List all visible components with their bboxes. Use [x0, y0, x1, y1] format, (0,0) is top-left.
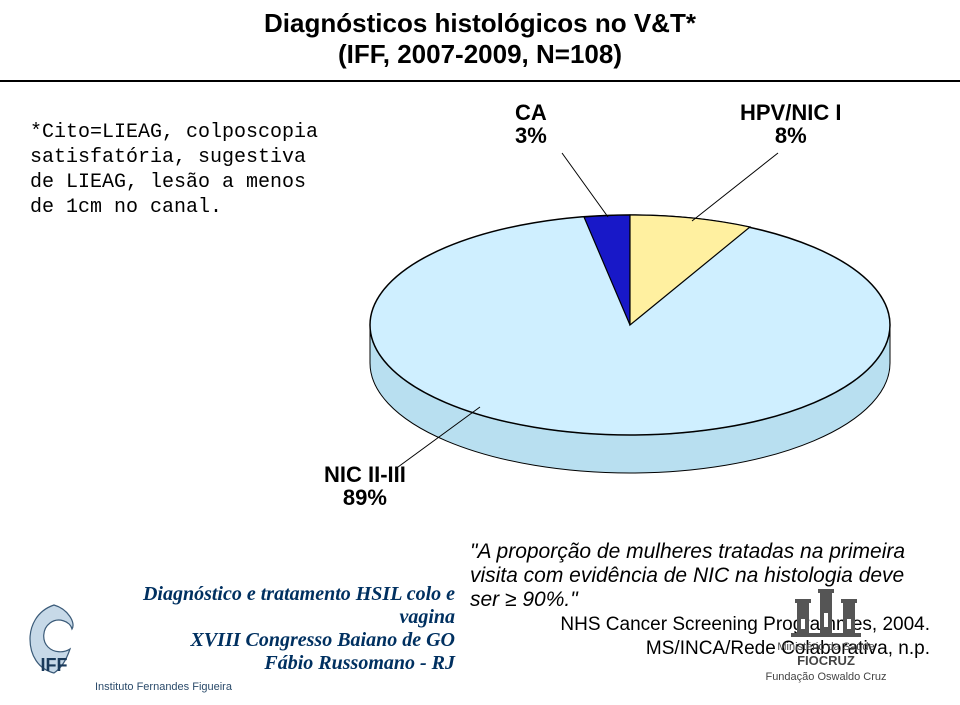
leader-line-ca [562, 153, 608, 217]
pie-label-nic23: NIC II-III 89% [324, 463, 406, 509]
pie-label-nic23-name: NIC II-III [324, 462, 406, 487]
credit-line1: Diagnóstico e tratamento HSIL colo e vag… [95, 583, 455, 629]
fiocruz-sub: Fundação Oswaldo Cruz [765, 671, 886, 683]
pie-label-ca: CA 3% [515, 101, 547, 147]
pie-label-hpv-pct: 8% [775, 123, 807, 148]
pie-label-hpv: HPV/NIC I 8% [740, 101, 841, 147]
pie-label-ca-name: CA [515, 100, 547, 125]
fiocruz-text: FIOCRUZ Fundação Oswaldo Cruz [716, 653, 936, 683]
pie-chart: CA 3% HPV/NIC I 8% NIC II-III 89% [330, 95, 930, 515]
fiocruz-logo-block: Ministério da Saúde FIOCRUZ Fundação Osw… [716, 583, 936, 683]
iff-caption: Instituto Fernandes Figueira [95, 681, 232, 693]
ministerio-text: Ministério da Saúde [716, 641, 936, 653]
chart-title-bar: Diagnósticos histológicos no V&T* (IFF, … [0, 0, 960, 82]
pie-label-nic23-pct: 89% [343, 485, 387, 510]
fiocruz-label: FIOCRUZ [797, 653, 855, 668]
iff-logo-text: IFF [41, 655, 68, 675]
chart-title-line2: (IFF, 2007-2009, N=108) [0, 39, 960, 70]
credit-line2: XVIII Congresso Baiano de GO [95, 629, 455, 652]
castle-icon [791, 583, 861, 639]
pie-label-ca-pct: 3% [515, 123, 547, 148]
credit-line3: Fábio Russomano - RJ [95, 652, 455, 675]
leader-line-hpv [692, 153, 778, 221]
iff-logo: IFF [18, 599, 90, 677]
chart-title-line1: Diagnósticos histológicos no V&T* [0, 8, 960, 39]
credit-block: Diagnóstico e tratamento HSIL colo e vag… [95, 583, 455, 675]
footnote-text: *Cito=LIEAG, colposcopia satisfatória, s… [30, 120, 320, 220]
pie-label-hpv-name: HPV/NIC I [740, 100, 841, 125]
